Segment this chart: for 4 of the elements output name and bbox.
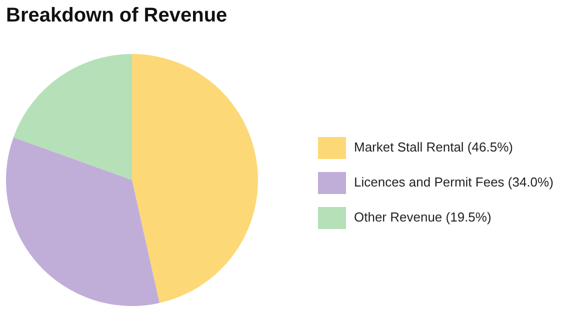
legend-label: Licences and Permit Fees (34.0%) [354, 174, 554, 190]
legend-label: Market Stall Rental (46.5%) [354, 140, 513, 155]
legend-label: Other Revenue (19.5%) [354, 210, 492, 225]
chart-title: Breakdown of Revenue [6, 4, 228, 27]
